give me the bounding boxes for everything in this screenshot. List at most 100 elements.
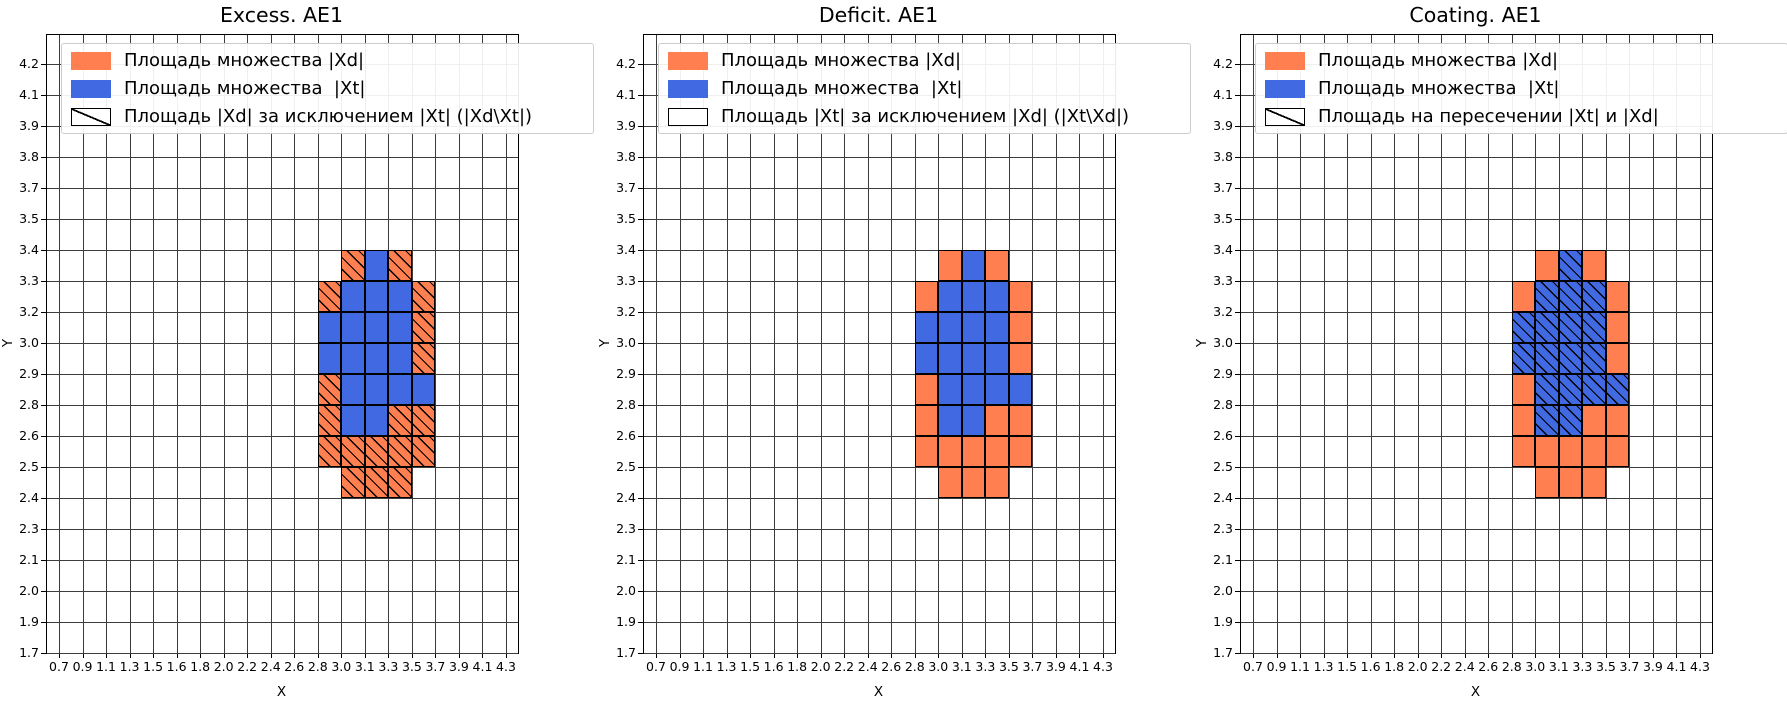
x-tick-label: 1.6 [166, 659, 187, 674]
x-gridline [482, 35, 484, 653]
legend-label-xt: Площадь множества |Xt| [1318, 78, 1560, 99]
axes-excess: 0.7 0.9 1.1 1.3 1.5 1.6 1.8 2.0 2.2 2.4 2.6 2.8 3.0 3… [19, 34, 594, 674]
legend-label-xt: Площадь множества |Xt| [721, 78, 963, 99]
legend-swatch-hatch [1265, 107, 1305, 126]
region-cell-xt [364, 405, 389, 436]
y-tick-label: 3.9 [19, 118, 39, 133]
x-tick-mark [294, 654, 296, 658]
x-gridline [1488, 35, 1490, 653]
x-tick-mark [341, 654, 343, 658]
y-tick-label: 3.3 [1213, 273, 1233, 288]
y-tick-mark [41, 622, 46, 623]
x-axis-label-deficit: X [873, 684, 884, 700]
x-tick-mark [891, 654, 893, 658]
legend-deficit: Площадь множества |Xd| Площадь множества… [658, 43, 1191, 134]
x-tick-label: 4.1 [472, 659, 493, 674]
x-tick-label: 3.3 [975, 659, 996, 674]
region-cell-xd [317, 281, 342, 312]
region-cell-xd [388, 436, 412, 467]
region-cell-xd [938, 250, 962, 281]
region-cell-xd [411, 405, 436, 436]
y-gridline [47, 219, 518, 220]
x-gridline [1323, 35, 1325, 653]
y-tick-mark [1235, 126, 1240, 127]
x-tick-mark [1394, 654, 1396, 658]
y-gridline [644, 312, 1115, 313]
x-tick-mark [82, 654, 84, 658]
legend-item-xd-minus-xt: Площадь |Xd| за исключением |Xt| (|Xd\Xt… [71, 107, 584, 126]
y-gridline [644, 467, 1115, 468]
x-tick-mark [938, 654, 940, 658]
y-tick-label: 2.1 [1213, 552, 1233, 567]
y-gridline [644, 498, 1115, 499]
y-tick-label: 3.0 [616, 335, 636, 350]
x-tick-mark [129, 654, 131, 658]
region-cell-xt [1511, 312, 1536, 343]
y-tick-label: 2.0 [616, 583, 636, 598]
y-tick-mark [41, 219, 46, 220]
region-cell-xd [1008, 436, 1033, 467]
region-cell-xd [317, 405, 342, 436]
y-tick-label: 3.4 [19, 242, 39, 257]
axes-coating: 0.7 0.9 1.1 1.3 1.5 1.6 1.8 2.0 2.2 2.4 2.6 2.8 3.0 3… [1213, 34, 1787, 674]
region-cell-xd [914, 374, 939, 405]
x-tick-mark [1629, 654, 1631, 658]
region-cell-xt [1535, 374, 1559, 405]
y-tick-label: 3.8 [1213, 149, 1233, 164]
y-tick-label: 2.9 [1213, 366, 1233, 381]
x-gridline [1347, 35, 1349, 653]
y-tick-label: 2.3 [616, 521, 636, 536]
region-cell-xt [961, 281, 986, 312]
x-gridline [1055, 35, 1057, 653]
region-cell-xt [1582, 343, 1606, 374]
y-tick-label: 2.3 [19, 521, 39, 536]
x-tick-label: 3.7 [1619, 659, 1640, 674]
x-gridline [679, 35, 681, 653]
y-tick-label: 4.1 [19, 87, 39, 102]
y-tick-mark [638, 343, 643, 344]
y-tick-mark [638, 312, 643, 313]
x-gridline [247, 35, 249, 653]
x-tick-mark [247, 654, 249, 658]
y-tick-label: 2.5 [1213, 459, 1233, 474]
y-tick-mark [1235, 529, 1240, 530]
x-tick-mark [1370, 654, 1372, 658]
x-tick-label: 2.4 [1454, 659, 1475, 674]
x-tick-label: 2.2 [237, 659, 258, 674]
y-gridline [1241, 498, 1712, 499]
region-cell-xt [411, 374, 436, 405]
y-gridline [644, 622, 1115, 623]
y-tick-mark [41, 560, 46, 561]
x-tick-mark [411, 654, 413, 658]
x-tick-mark [317, 654, 319, 658]
x-tick-mark [750, 654, 752, 658]
plot-area-layer-coating: 0.7 0.9 1.1 1.3 1.5 1.6 1.8 2.0 2.2 2.4 2.6 2.8 3.0 3… [1213, 35, 1712, 674]
y-tick-mark [41, 157, 46, 158]
x-tick-label: 3.9 [448, 659, 469, 674]
region-cell-xt [1558, 250, 1583, 281]
y-tick-label: 3.0 [1213, 335, 1233, 350]
y-tick-label: 2.9 [616, 366, 636, 381]
region-cell-xd [1511, 281, 1536, 312]
region-cell-xt [1535, 405, 1559, 436]
region-cell-xt [341, 312, 365, 343]
region-cell-xt [341, 281, 365, 312]
y-tick-label: 2.8 [616, 397, 636, 412]
x-tick-label: 1.3 [1313, 659, 1334, 674]
y-tick-mark [41, 529, 46, 530]
x-gridline [1253, 35, 1254, 653]
x-tick-mark [59, 654, 60, 658]
region-cell-xd [364, 436, 389, 467]
y-gridline [47, 467, 518, 468]
y-gridline [1241, 281, 1712, 282]
legend-swatch-xd [1265, 51, 1305, 70]
x-tick-mark [1008, 654, 1010, 658]
x-tick-mark [388, 654, 390, 658]
y-tick-label: 2.4 [19, 490, 39, 505]
y-gridline [1241, 560, 1712, 561]
region-cell-xt [1535, 312, 1559, 343]
y-gridline [1241, 374, 1712, 375]
x-tick-mark [679, 654, 681, 658]
legend-swatch-xt [71, 79, 111, 98]
region-cell-xt [985, 312, 1009, 343]
